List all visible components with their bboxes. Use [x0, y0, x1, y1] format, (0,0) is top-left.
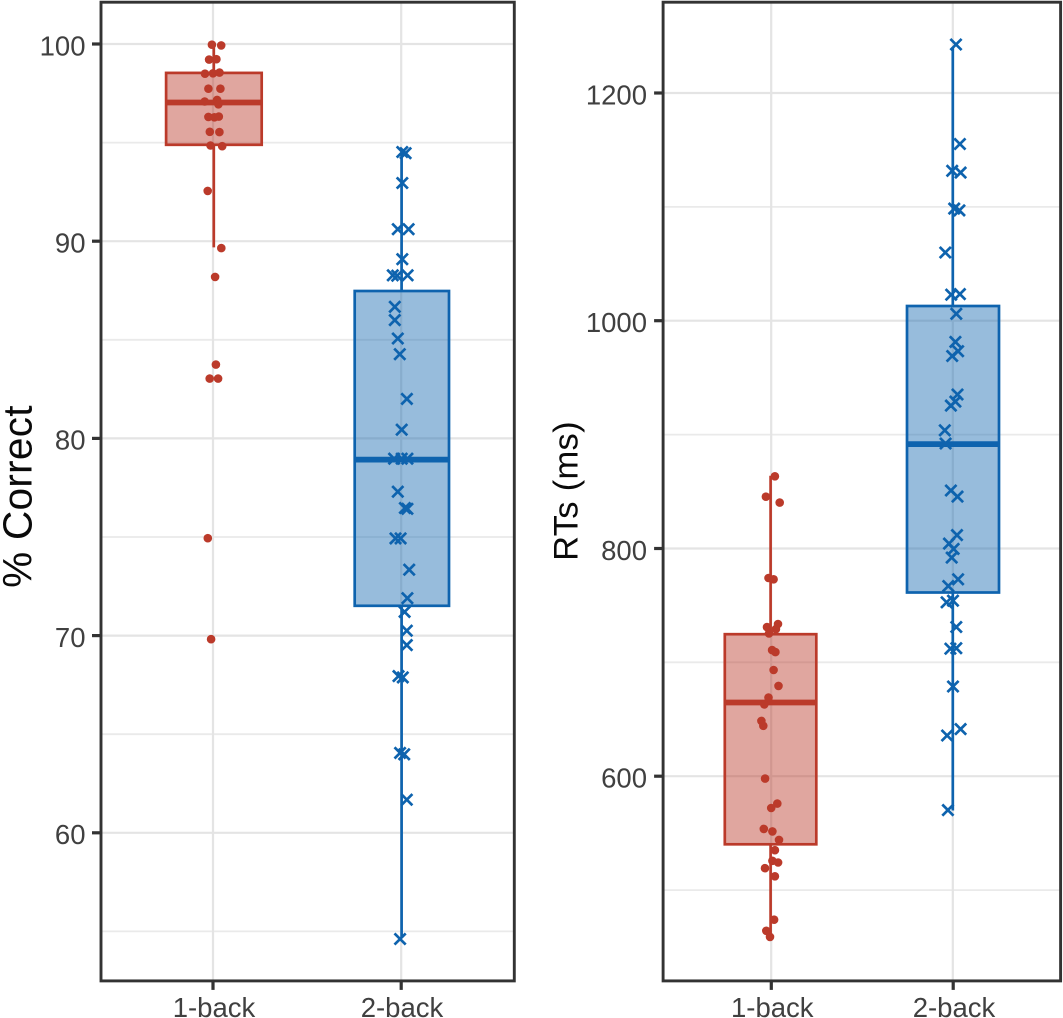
- svg-text:70: 70: [55, 622, 86, 653]
- svg-text:100: 100: [40, 30, 86, 61]
- svg-text:800: 800: [601, 535, 647, 566]
- svg-text:1000: 1000: [586, 307, 647, 338]
- svg-text:RTs (ms): RTs (ms): [548, 421, 586, 561]
- svg-text:80: 80: [55, 425, 86, 456]
- svg-text:2-back: 2-back: [361, 992, 444, 1018]
- svg-text:1-back: 1-back: [731, 992, 814, 1018]
- svg-text:1200: 1200: [586, 79, 647, 110]
- svg-text:90: 90: [55, 228, 86, 259]
- svg-text:1-back: 1-back: [173, 992, 256, 1018]
- svg-text:2-back: 2-back: [913, 992, 996, 1018]
- svg-text:% Correct: % Correct: [0, 405, 41, 588]
- svg-text:60: 60: [55, 819, 86, 850]
- svg-text:600: 600: [601, 763, 647, 794]
